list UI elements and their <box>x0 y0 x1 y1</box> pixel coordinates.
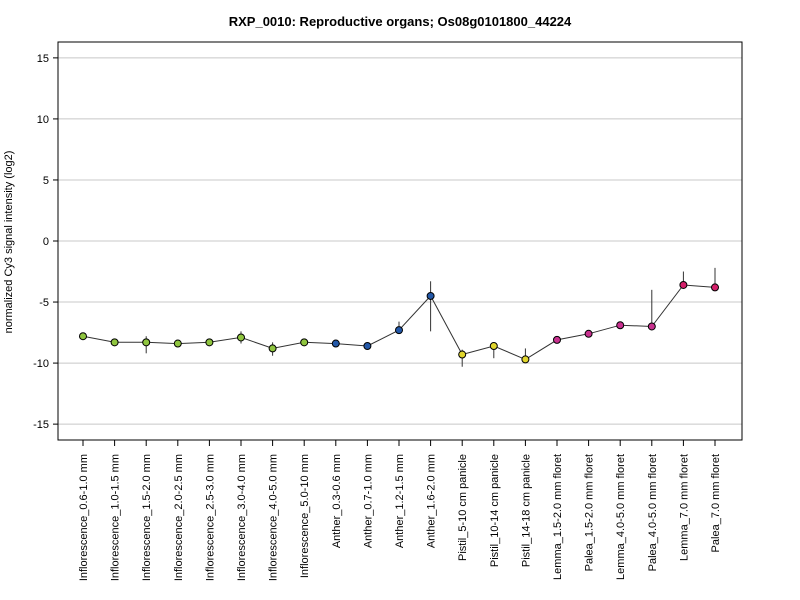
data-point <box>426 291 435 300</box>
data-point <box>616 321 625 330</box>
data-point <box>173 339 182 348</box>
data-point <box>458 350 467 359</box>
x-tick-label: Pistil_14-18 cm panicle <box>520 454 532 567</box>
y-tick-label: -5 <box>39 297 49 309</box>
data-point <box>363 341 372 350</box>
data-point <box>268 344 277 353</box>
y-tick-label: 15 <box>37 53 49 65</box>
x-tick-label: Inflorescence_4.0-5.0 mm <box>268 454 280 581</box>
y-tick-label: 5 <box>43 175 49 187</box>
x-tick-label: Inflorescence_2.5-3.0 mm <box>204 454 216 581</box>
x-tick-label: Inflorescence_2.0-2.5 mm <box>173 454 185 581</box>
data-point <box>300 338 309 347</box>
y-axis-label: normalized Cy3 signal intensity (log2) <box>3 151 15 334</box>
gridlines <box>58 57 742 425</box>
x-tick-label: Inflorescence_0.6-1.0 mm <box>78 454 90 581</box>
x-tick-label: Anther_0.3-0.6 mm <box>331 454 343 548</box>
x-axis-ticks: Inflorescence_0.6-1.0 mm Inflorescence_1.… <box>78 440 722 581</box>
data-point <box>395 326 403 335</box>
x-tick-label: Pistil_10-14 cm panicle <box>489 454 501 567</box>
x-tick-label: Inflorescence_3.0-4.0 mm <box>236 454 248 581</box>
x-tick-label: Inflorescence_5.0-10 mm <box>299 454 311 578</box>
x-tick-label: Lemma_7.0 mm floret <box>678 454 690 561</box>
x-tick-label: Lemma_1.5-2.0 mm floret <box>552 454 564 580</box>
data-point <box>142 338 151 347</box>
x-tick-label: Lemma_4.0-5.0 mm floret <box>615 454 627 580</box>
x-tick-label: Pistil_5-10 cm panicle <box>457 454 469 561</box>
y-tick-label: -15 <box>33 419 49 431</box>
x-tick-label: Inflorescence_1.5-2.0 mm <box>141 454 153 581</box>
x-tick-label: Anther_1.2-1.5 mm <box>394 454 406 548</box>
data-point <box>79 332 87 341</box>
data-point <box>521 355 530 364</box>
x-tick-label: Anther_1.6-2.0 mm <box>426 454 438 548</box>
data-point <box>205 338 214 347</box>
data-point <box>679 280 688 289</box>
data-point <box>237 333 245 342</box>
x-tick-label: Palea_7.0 mm floret <box>710 454 722 552</box>
data-point <box>584 329 593 338</box>
x-tick-label: Anther_0.7-1.0 mm <box>362 454 374 548</box>
series <box>79 267 719 367</box>
x-tick-label: Palea_1.5-2.0 mm floret <box>584 454 596 571</box>
data-point <box>553 335 561 344</box>
y-axis-ticks: -15 -10 -5 0 5 10 15 <box>33 53 58 431</box>
chart-title: RXP_0010: Reproductive organs; Os08g0101… <box>229 14 572 29</box>
data-point <box>489 341 498 350</box>
x-tick-label: Palea_4.0-5.0 mm floret <box>647 454 659 571</box>
y-tick-label: -10 <box>33 358 49 370</box>
data-point <box>331 339 340 348</box>
y-tick-label: 10 <box>37 114 49 126</box>
y-tick-label: 0 <box>43 236 49 248</box>
x-tick-label: Inflorescence_1.0-1.5 mm <box>110 454 122 581</box>
data-point <box>711 283 719 292</box>
data-point <box>110 338 119 347</box>
data-point <box>647 322 656 331</box>
